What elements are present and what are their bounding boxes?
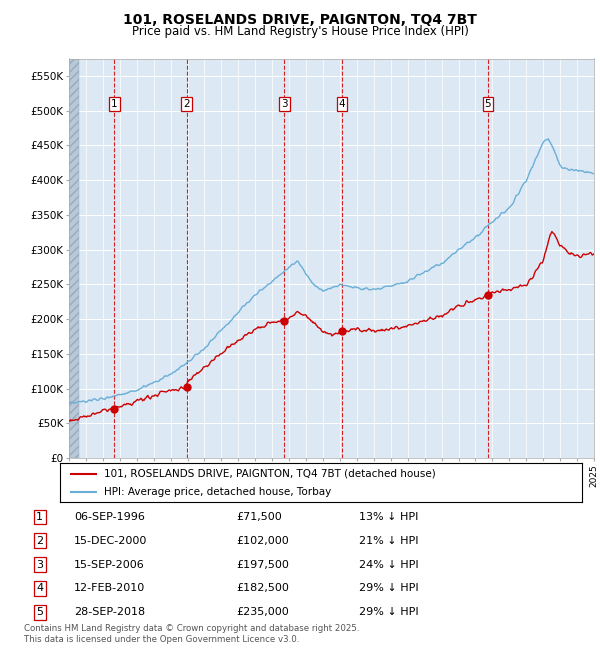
Text: 1: 1	[111, 99, 118, 109]
Text: Contains HM Land Registry data © Crown copyright and database right 2025.: Contains HM Land Registry data © Crown c…	[24, 624, 359, 633]
Text: 29% ↓ HPI: 29% ↓ HPI	[359, 607, 418, 617]
Text: 29% ↓ HPI: 29% ↓ HPI	[359, 583, 418, 593]
Text: 24% ↓ HPI: 24% ↓ HPI	[359, 560, 418, 569]
Text: HPI: Average price, detached house, Torbay: HPI: Average price, detached house, Torb…	[104, 487, 332, 497]
Text: 06-SEP-1996: 06-SEP-1996	[74, 512, 145, 522]
Text: 12-FEB-2010: 12-FEB-2010	[74, 583, 145, 593]
Text: This data is licensed under the Open Government Licence v3.0.: This data is licensed under the Open Gov…	[24, 634, 299, 644]
Text: £235,000: £235,000	[236, 607, 289, 617]
Text: 3: 3	[281, 99, 287, 109]
Text: 13% ↓ HPI: 13% ↓ HPI	[359, 512, 418, 522]
Text: 21% ↓ HPI: 21% ↓ HPI	[359, 536, 418, 546]
Text: £197,500: £197,500	[236, 560, 289, 569]
Text: 28-SEP-2018: 28-SEP-2018	[74, 607, 145, 617]
Text: 15-DEC-2000: 15-DEC-2000	[74, 536, 148, 546]
Text: 2: 2	[184, 99, 190, 109]
Text: 4: 4	[338, 99, 346, 109]
Text: 15-SEP-2006: 15-SEP-2006	[74, 560, 145, 569]
Text: 3: 3	[36, 560, 43, 569]
Text: 2: 2	[36, 536, 43, 546]
Text: £102,000: £102,000	[236, 536, 289, 546]
Text: 101, ROSELANDS DRIVE, PAIGNTON, TQ4 7BT: 101, ROSELANDS DRIVE, PAIGNTON, TQ4 7BT	[123, 13, 477, 27]
Text: 5: 5	[36, 607, 43, 617]
Text: 101, ROSELANDS DRIVE, PAIGNTON, TQ4 7BT (detached house): 101, ROSELANDS DRIVE, PAIGNTON, TQ4 7BT …	[104, 469, 436, 478]
Text: 1: 1	[36, 512, 43, 522]
Text: £182,500: £182,500	[236, 583, 289, 593]
Text: 5: 5	[485, 99, 491, 109]
Text: 4: 4	[36, 583, 43, 593]
Text: Price paid vs. HM Land Registry's House Price Index (HPI): Price paid vs. HM Land Registry's House …	[131, 25, 469, 38]
Text: £71,500: £71,500	[236, 512, 282, 522]
